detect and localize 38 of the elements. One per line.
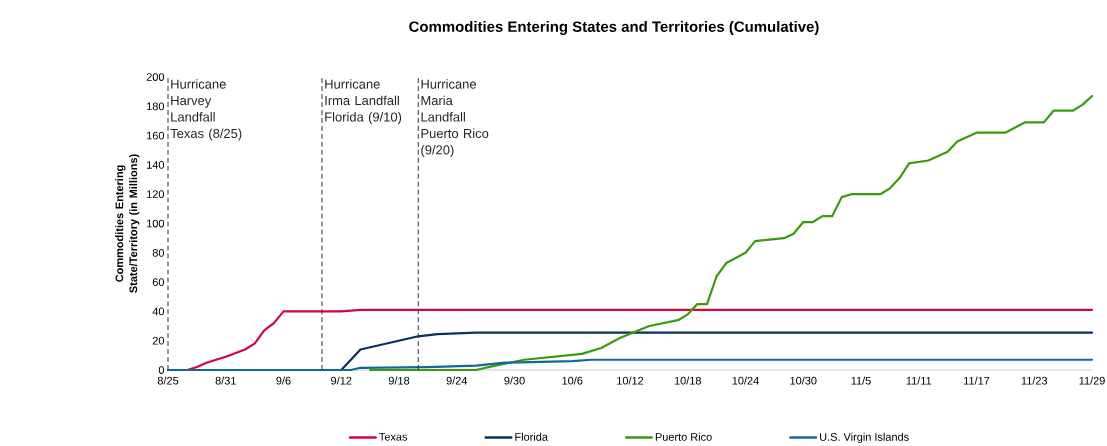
chart-title: Commodities Entering States and Territories (Cumulative) — [409, 21, 819, 35]
line-series — [166, 358, 1094, 372]
x-tick-label: 11/5 — [851, 376, 871, 385]
x-tick-label: 10/30 — [790, 376, 817, 385]
x-tick-label: 8/31 — [215, 376, 236, 385]
legend-label: U.S. Virgin Islands — [820, 432, 909, 443]
x-tick-label: 9/12 — [331, 376, 352, 385]
x-tick-label: 9/6 — [276, 376, 291, 385]
y-tick-label: 20 — [152, 336, 165, 345]
x-tick-label: 10/18 — [674, 376, 701, 385]
y-tick-label: 0 — [158, 366, 165, 374]
legend-label: Texas — [379, 432, 408, 441]
x-tick-label: 9/18 — [388, 376, 410, 385]
ref-line-label: Hurricane Maria Landfall Puerto Rico (9/20) — [421, 79, 489, 158]
x-tick-label: 10/24 — [732, 376, 759, 385]
y-tick-label: 40 — [152, 307, 165, 316]
y-tick-label: 200 — [146, 73, 165, 81]
ref-line-label: Hurricane Harvey Landfall Texas (8/25) — [170, 79, 242, 141]
y-axis-title: Commodities Entering State/Territory (in Millions) — [115, 154, 140, 293]
y-tick-label: 120 — [147, 190, 165, 199]
legend-label: Florida — [515, 432, 548, 441]
x-tick-label: 11/23 — [1021, 376, 1048, 385]
x-tick-label: 11/17 — [964, 376, 990, 385]
y-tick-label: 180 — [147, 102, 165, 111]
legend-label: Puerto Rico — [655, 432, 712, 441]
x-tick-label: 10/6 — [562, 376, 583, 385]
y-tick-label: 60 — [152, 278, 165, 286]
x-tick-label: 10/12 — [617, 376, 644, 385]
ref-line-label: Hurricane Irma Landfall Florida (9/10) — [325, 79, 402, 125]
x-tick-label: 11/11 — [906, 376, 932, 385]
x-tick-label: 9/30 — [504, 376, 525, 385]
x-tick-label: 11/29 — [1079, 376, 1105, 385]
y-tick-label: 140 — [147, 161, 165, 169]
y-tick-label: 100 — [147, 219, 165, 228]
y-tick-label: 80 — [152, 248, 165, 257]
x-tick-label: 8/25 — [157, 376, 179, 385]
y-tick-label: 160 — [147, 131, 165, 140]
x-tick-label: 9/24 — [446, 376, 468, 385]
